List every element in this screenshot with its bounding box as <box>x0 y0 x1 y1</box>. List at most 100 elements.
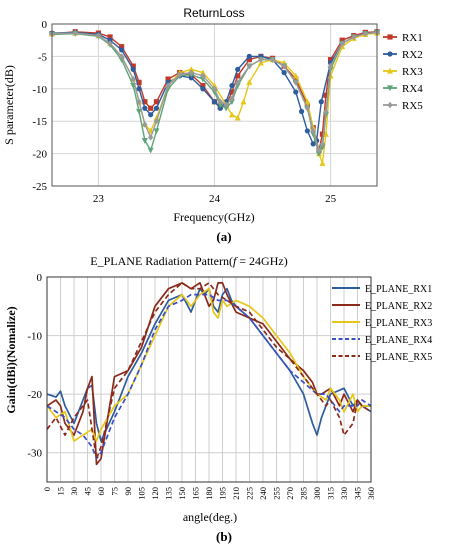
chart-a-point-rx3 <box>304 98 311 105</box>
chart-a-point-rx1 <box>319 131 326 137</box>
chart-a-point-rx3 <box>188 66 195 72</box>
chart-a-point-rx5 <box>200 72 206 80</box>
chart-a-x-axis-label: Frequency(GHz) <box>173 210 254 224</box>
chart-b-legend-item-e-plane-rx3: E_PLANE_RX3 <box>332 318 432 329</box>
chart-a-point-rx3 <box>292 72 299 79</box>
chart-b-legend-item-e-plane-rx2: E_PLANE_RX2 <box>332 301 432 312</box>
chart-a-point-rx2 <box>298 108 305 115</box>
chart-b-x-tick-labels: 0 15 30 45 60 75 90 105 120 135 150 165 180 195 210 225… <box>42 487 376 500</box>
chart-b-x-tick-label: 180 <box>204 487 214 500</box>
chart-a-point-rx5 <box>211 85 218 92</box>
chart-b-x-tick-label: 240 <box>258 487 268 500</box>
chart-b-x-tick-label: 330 <box>339 487 349 500</box>
chart-a-legend-label-rx5: RX5 <box>402 100 423 112</box>
chart-a-point-rx2 <box>119 47 125 53</box>
chart-a-legend-item-rx5: RX5 <box>383 100 423 112</box>
chart-a-point-rx5 <box>223 101 229 109</box>
chart-b-title-main: E_PLANE Radiation Pattern( <box>90 254 233 268</box>
chart-b-x-tick-label: 345 <box>353 487 363 500</box>
chart-a-y-tick-labels: 0 -5 -10 -15 -20 -25 <box>32 19 47 193</box>
chart-a-point-rx5 <box>177 71 183 78</box>
chart-a-y-tick-label: -25 <box>32 181 47 193</box>
chart-a-point-rx1 <box>142 99 148 105</box>
chart-a-legend-item-rx2: RX2 <box>383 49 423 61</box>
chart-b-x-tick-label: 135 <box>164 487 174 500</box>
chart-b-x-tick-label: 195 <box>218 487 228 500</box>
chart-a-plot-frame <box>51 23 378 187</box>
chart-a-y-tick-label: -5 <box>38 51 48 63</box>
chart-a-point-rx1 <box>293 76 299 82</box>
chart-a-point-rx5 <box>107 40 113 47</box>
chart-a-legend-marker-rx4 <box>387 85 393 92</box>
chart-a-point-rx5 <box>217 98 223 105</box>
chart-a-point-rx5 <box>119 53 125 60</box>
chart-a-point-rx3 <box>234 114 241 121</box>
chart-a-legend-item-rx4: RX4 <box>383 83 423 95</box>
chart-b-y-tick-label: -30 <box>27 448 42 460</box>
chart-b-legend-label-e-plane-rx3: E_PLANE_RX3 <box>365 318 432 329</box>
chart-a-point-rx4 <box>136 108 143 115</box>
chart-a-point-rx2 <box>304 128 310 134</box>
chart-a-point-rx2 <box>130 66 136 72</box>
chart-a-point-rx2 <box>217 105 223 111</box>
chart-a-series-line-rx2 <box>51 31 378 145</box>
chart-b-x-tick-label: 270 <box>285 487 295 500</box>
chart-b-series-e-plane-rx5 <box>46 282 372 460</box>
chart-a-point-rx5 <box>148 134 154 141</box>
chart-a-point-rx3 <box>199 69 206 76</box>
chart-a-point-rx5 <box>136 98 142 105</box>
chart-a-point-rx1 <box>246 57 252 63</box>
chart-b-legend-label-e-plane-rx5: E_PLANE_RX5 <box>365 352 432 363</box>
chart-a-point-rx2 <box>318 99 324 105</box>
chart-a-point-rx4 <box>141 138 148 144</box>
chart-a-legend-item-rx3: RX3 <box>383 66 423 78</box>
chart-a-legend: RX1 RX2 RX3 RX4 RX5 <box>383 32 423 112</box>
chart-a-point-rx1 <box>153 99 160 105</box>
chart-a-point-rx5 <box>235 79 241 86</box>
chart-a-point-rx1 <box>304 102 310 108</box>
chart-a: ReturnLoss 0 -5 -10 -15 -20 -25 23 24 25 S para… <box>2 6 423 244</box>
chart-b-x-tick-label: 120 <box>150 487 160 500</box>
chart-a-y-tick-label: 0 <box>42 19 48 31</box>
chart-b-x-tick-label: 75 <box>110 487 120 496</box>
chart-a-point-rx2 <box>153 105 160 111</box>
chart-a-point-rx4 <box>310 131 317 138</box>
chart-a-point-rx4 <box>165 86 172 92</box>
chart-b-y-axis-label: Gain(dBi)(Nomalize) <box>4 306 18 413</box>
chart-b-title: E_PLANE Radiation Pattern(f = 24GHz) <box>90 254 287 268</box>
chart-b-x-tick-label: 30 <box>69 487 79 496</box>
chart-b-series-line-e-plane-rx5 <box>46 282 372 460</box>
chart-a-point-rx5 <box>310 127 316 135</box>
chart-a-point-rx5 <box>293 79 299 86</box>
chart-a-point-rx5 <box>142 121 148 128</box>
chart-a-point-rx5 <box>319 140 326 148</box>
chart-b-series-group <box>46 282 372 466</box>
chart-b-x-tick-label: 285 <box>299 487 309 500</box>
chart-a-panel-label: (a) <box>216 229 231 244</box>
chart-b-x-tick-label: 15 <box>56 487 66 496</box>
chart-a-point-rx1 <box>148 105 154 111</box>
chart-b-series-line-e-plane-rx4 <box>46 293 372 460</box>
chart-b-legend-label-e-plane-rx1: E_PLANE_RX1 <box>365 284 432 295</box>
chart-a-point-rx4 <box>153 128 160 135</box>
chart-b-y-tick-label: -10 <box>27 331 42 343</box>
chart-a-legend-label-rx2: RX2 <box>402 49 423 61</box>
chart-a-point-rx3 <box>240 98 247 105</box>
chart-a-point-rx5 <box>258 56 264 63</box>
chart-a-point-rx2 <box>148 112 154 118</box>
chart-a-point-rx5 <box>229 95 235 102</box>
chart-b-x-tick-label: 150 <box>177 487 187 500</box>
chart-a-legend-label-rx4: RX4 <box>402 83 423 95</box>
chart-a-point-rx5 <box>316 147 322 154</box>
chart-a-legend-marker-rx5 <box>387 101 393 109</box>
chart-b-legend-item-e-plane-rx5: E_PLANE_RX5 <box>332 352 432 363</box>
chart-b-legend-label-e-plane-rx4: E_PLANE_RX4 <box>365 335 432 346</box>
chart-a-point-rx2 <box>200 86 206 92</box>
chart-a-point-rx3 <box>153 114 160 121</box>
chart-b-title-suffix: = 24GHz) <box>236 254 287 268</box>
chart-a-point-rx2 <box>293 89 299 95</box>
chart-b-x-tick-label: 255 <box>272 487 282 500</box>
chart-b-x-tick-label: 45 <box>83 487 93 496</box>
chart-a-point-rx5 <box>323 108 329 115</box>
chart-a-point-rx1 <box>165 76 171 82</box>
